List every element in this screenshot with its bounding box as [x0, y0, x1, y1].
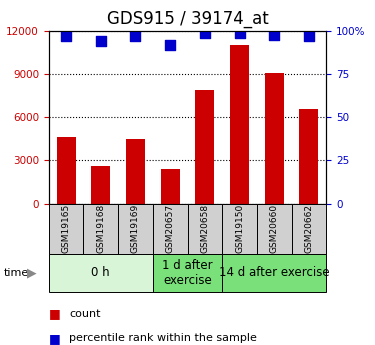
Text: GSM20658: GSM20658	[200, 204, 209, 253]
Text: GSM19150: GSM19150	[235, 204, 244, 253]
Point	[132, 33, 138, 39]
Bar	[57, 137, 76, 204]
Point	[98, 39, 104, 44]
Text: ■: ■	[49, 307, 60, 321]
Text: GSM20660: GSM20660	[270, 204, 279, 253]
Bar	[292, 204, 326, 254]
Bar	[153, 254, 222, 292]
Bar	[153, 204, 188, 254]
Text: GSM19169: GSM19169	[131, 204, 140, 253]
Bar	[257, 204, 292, 254]
Bar	[160, 169, 180, 204]
Bar	[222, 204, 257, 254]
Bar	[91, 166, 110, 204]
Text: time: time	[4, 268, 29, 277]
Bar	[222, 254, 326, 292]
Text: GSM20662: GSM20662	[304, 204, 313, 253]
Title: GDS915 / 39174_at: GDS915 / 39174_at	[106, 10, 268, 28]
Bar	[49, 254, 153, 292]
Text: ▶: ▶	[27, 266, 37, 279]
Bar	[230, 46, 249, 204]
Text: ■: ■	[49, 332, 60, 345]
Point	[306, 33, 312, 39]
Text: count: count	[69, 309, 101, 319]
Text: 0 h: 0 h	[92, 266, 110, 279]
Point	[63, 33, 69, 39]
Point	[271, 32, 277, 37]
Text: GSM19168: GSM19168	[96, 204, 105, 253]
Bar	[195, 90, 214, 204]
Bar	[49, 204, 83, 254]
Bar	[299, 109, 318, 204]
Bar	[265, 73, 284, 204]
Text: percentile rank within the sample: percentile rank within the sample	[69, 333, 257, 343]
Point	[167, 42, 173, 48]
Bar	[118, 204, 153, 254]
Text: GSM19165: GSM19165	[62, 204, 70, 253]
Bar	[188, 204, 222, 254]
Point	[202, 30, 208, 36]
Text: GSM20657: GSM20657	[166, 204, 175, 253]
Bar	[126, 139, 145, 204]
Text: 14 d after exercise: 14 d after exercise	[219, 266, 330, 279]
Bar	[83, 204, 118, 254]
Text: 1 d after
exercise: 1 d after exercise	[162, 258, 213, 287]
Point	[237, 30, 243, 36]
